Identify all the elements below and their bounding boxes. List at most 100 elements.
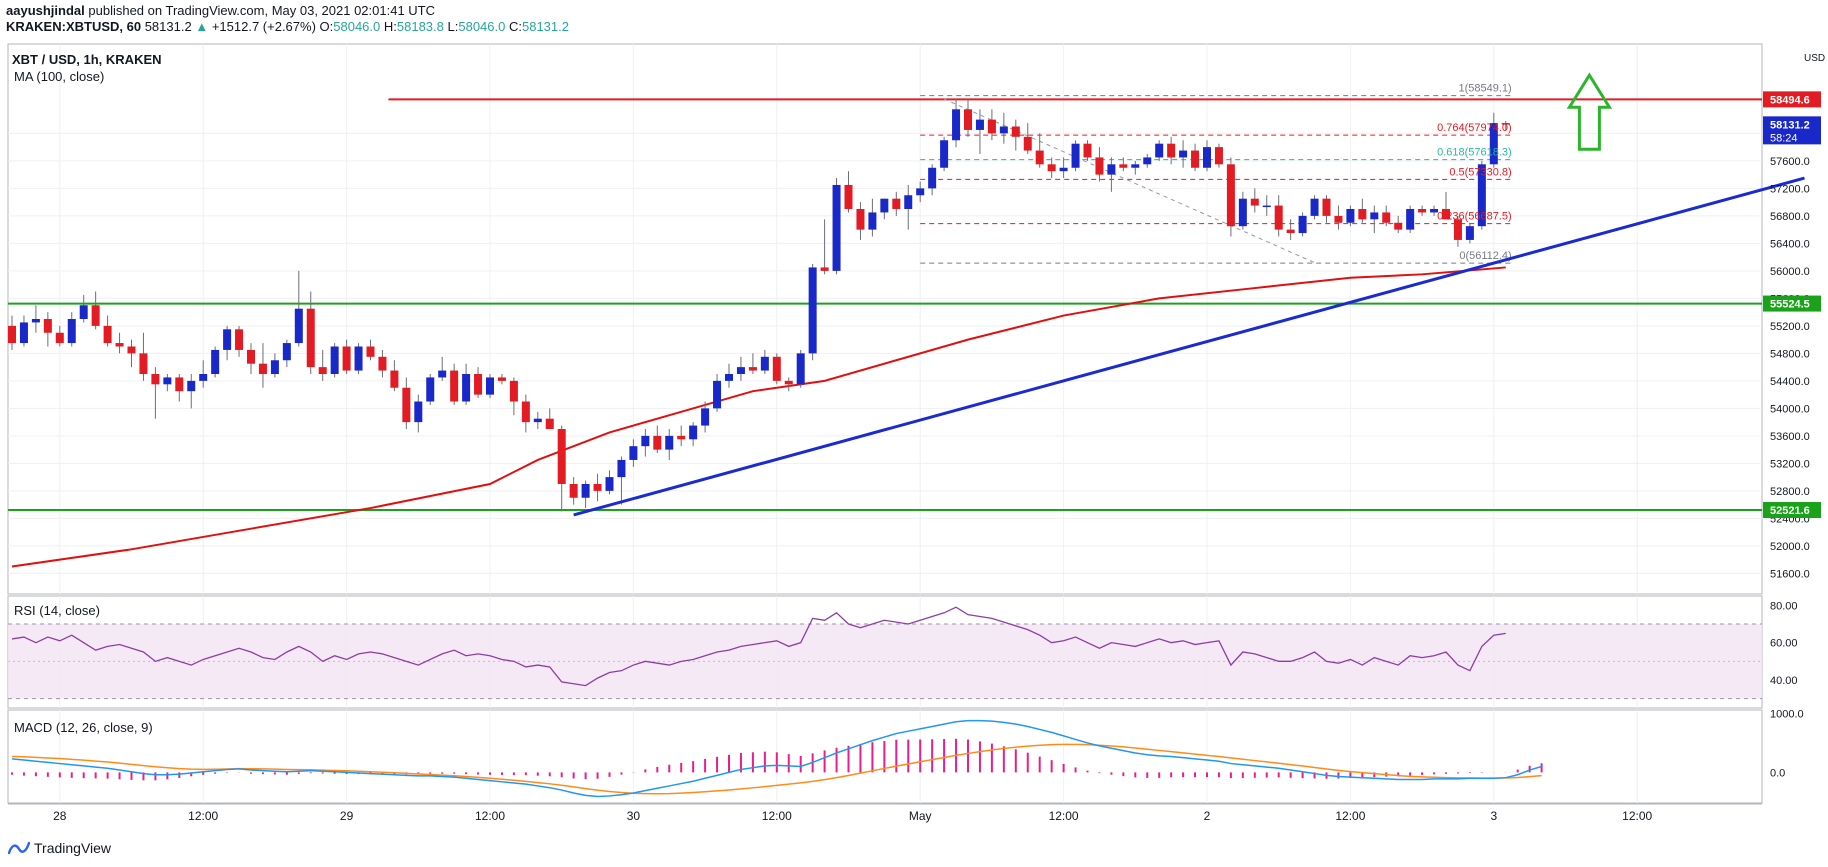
candle-down [545, 418, 554, 429]
price-tag-bg [1763, 91, 1821, 108]
ohlc-low: 58046.0 [458, 19, 506, 34]
macd-tick-label: 1000.0 [1770, 709, 1804, 721]
candle-down [450, 370, 459, 402]
candle-up [354, 346, 363, 371]
currency-label: USD [1804, 53, 1826, 64]
candle-up [438, 370, 447, 378]
fib-level-label: 0.236(56687.5) [1437, 211, 1512, 223]
candle-up [1071, 143, 1080, 168]
candle-up [605, 477, 614, 491]
publish-line: aayushjindal published on TradingView.co… [6, 3, 435, 18]
candle-up [904, 195, 913, 209]
candle-up [330, 346, 339, 374]
price-tick-label: 52800.0 [1770, 486, 1810, 498]
candle-up [1346, 209, 1355, 223]
candle-down [1334, 215, 1343, 223]
fib-level-label: 0.764(57974.0) [1437, 122, 1512, 134]
candle-down [521, 401, 530, 423]
candle-up [796, 353, 805, 385]
candle-up [294, 308, 303, 344]
last-price: 58131.2 [144, 19, 192, 34]
candle-down [653, 435, 662, 450]
candle-down [103, 325, 112, 344]
candle-down [1047, 164, 1056, 172]
tradingview-brand[interactable]: TradingView [34, 840, 112, 856]
candle-down [1119, 164, 1128, 168]
rsi-line [11, 606, 1506, 687]
candle-up [832, 184, 841, 271]
candle-up [1131, 164, 1140, 168]
candle-up [19, 322, 28, 344]
price-tag-label: 52521.6 [1770, 505, 1810, 517]
candle-down [1035, 150, 1044, 165]
candle-up [1143, 157, 1152, 165]
ohlc-low-key: L: [447, 19, 459, 34]
candle-down [318, 367, 327, 374]
time-tick-label: 12:00 [762, 809, 792, 823]
candle-down [677, 435, 686, 440]
up-arrow-icon [1566, 72, 1613, 151]
candle-down [1191, 150, 1200, 168]
candle-down [342, 346, 351, 371]
candle-down [1442, 209, 1450, 220]
candle-down [509, 380, 518, 402]
candle-up [533, 418, 542, 423]
price-tick-label: 56800.0 [1770, 211, 1810, 223]
ohlc-high: 58183.8 [396, 19, 444, 34]
candle-down [55, 332, 64, 344]
candle-up [1298, 215, 1307, 234]
symbol-label[interactable]: KRAKEN:XBTUSD, 60 [6, 19, 142, 34]
candle-down [139, 353, 148, 374]
candle-down [1083, 143, 1092, 158]
macd-tick-label: 0.0 [1770, 767, 1785, 779]
candle-up [1107, 164, 1116, 175]
candle-down [1023, 136, 1032, 151]
price-tag-label: 58494.6 [1770, 94, 1810, 106]
author-name[interactable]: aayushjindal [6, 3, 85, 18]
candle-down [402, 387, 411, 423]
candle-down [820, 267, 829, 271]
candle-up [868, 212, 877, 230]
candle-down [1274, 205, 1283, 230]
candle-down [1011, 126, 1020, 137]
candle-down [366, 346, 375, 357]
candle-up [486, 377, 494, 395]
candle-up [1238, 198, 1247, 227]
candle-up [880, 198, 889, 213]
price-tick-label: 53600.0 [1770, 431, 1810, 443]
price-tag-bg [1763, 502, 1821, 519]
time-tick-label: 30 [627, 809, 641, 823]
candle-up [629, 446, 638, 460]
time-tick-label: May [909, 809, 932, 823]
fib-level-label: 0.618(57618.3) [1437, 147, 1512, 159]
candle-down [1358, 209, 1367, 220]
price-tick-label: 56400.0 [1770, 238, 1810, 250]
candle-up [975, 119, 984, 130]
published-text: published on TradingView.com, May 03, 20… [88, 3, 436, 18]
candle-up [31, 319, 40, 323]
candle-down [235, 329, 244, 350]
ohlc-close-key: C: [508, 19, 522, 34]
price-tick-label: 51600.0 [1770, 568, 1810, 580]
rsi-tick-label: 40.00 [1770, 675, 1798, 687]
macd-line [11, 719, 1542, 798]
candle-down [964, 109, 972, 130]
candle-up [1465, 226, 1474, 240]
candle-down [497, 377, 506, 381]
candle-up [760, 356, 769, 371]
candle-up [1059, 167, 1068, 172]
candle-up [665, 435, 674, 450]
rsi-tick-label: 80.00 [1770, 600, 1798, 612]
candle-up [1430, 209, 1439, 213]
candle-down [892, 198, 901, 209]
candle-down [247, 349, 255, 364]
symbol-line: KRAKEN:XBTUSD, 60 58131.2 ▲ +1512.7 (+2.… [6, 19, 569, 34]
candle-up [187, 380, 196, 392]
candle-up [462, 374, 471, 402]
candle-up [1203, 147, 1211, 168]
macd-legend: MACD (12, 26, close, 9) [14, 720, 153, 735]
time-tick-label: 12:00 [188, 809, 218, 823]
candle-down [1382, 212, 1391, 223]
candle-down [1226, 164, 1235, 227]
